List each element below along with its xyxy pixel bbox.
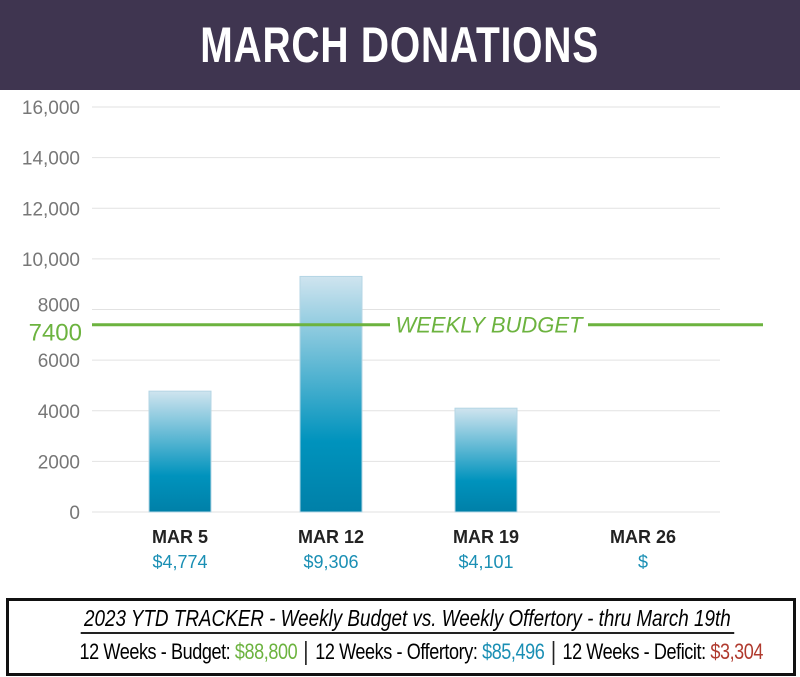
budget-line-label: WEEKLY BUDGET [395, 313, 584, 338]
chart-title-banner: MARCH DONATIONS [0, 0, 800, 90]
y-tick-label: 0 [69, 503, 80, 524]
bar [299, 275, 363, 513]
y-tick-label: 16,000 [22, 98, 80, 119]
x-tick-label: MAR 5 [152, 527, 208, 547]
y-tick-label: 10,000 [22, 250, 80, 271]
deficit-value: $3,304 [710, 639, 764, 664]
data-label: $4,101 [458, 552, 513, 572]
divider [552, 641, 555, 666]
data-label: $4,774 [152, 552, 207, 572]
ytd-tracker: 2023 YTD TRACKER - Weekly Budget vs. Wee… [6, 598, 796, 676]
budget-value-label: 7400 [29, 320, 82, 347]
tracker-title: 2023 YTD TRACKER - Weekly Budget vs. Wee… [80, 605, 734, 634]
y-tick-label: 14,000 [22, 149, 80, 170]
offertory-label: 12 Weeks - Offertory: [315, 639, 478, 664]
bar [454, 407, 518, 513]
y-tick-label: 12,000 [22, 199, 80, 220]
divider [305, 641, 308, 666]
y-tick-label: 8000 [38, 296, 80, 317]
bar [148, 390, 212, 513]
x-tick-label: MAR 12 [298, 527, 364, 547]
bar-chart: 0 2000 4000 6000 8000 10,000 12,000 14,000 16,00… [22, 98, 763, 572]
x-tick-label: MAR 26 [610, 527, 676, 547]
y-tick-label: 6000 [38, 351, 80, 372]
deficit-label: 12 Weeks - Deficit: [562, 639, 706, 664]
y-tick-label: 4000 [38, 402, 80, 423]
budget-value: $88,800 [234, 639, 298, 664]
y-tick-label: 2000 [38, 452, 80, 473]
data-label: $ [638, 552, 648, 572]
budget-label: 12 Weeks - Budget: [79, 639, 231, 664]
x-tick-label: MAR 19 [453, 527, 519, 547]
offertory-value: $85,496 [482, 639, 545, 664]
chart-title: MARCH DONATIONS [200, 17, 600, 73]
data-label: $9,306 [303, 552, 358, 572]
